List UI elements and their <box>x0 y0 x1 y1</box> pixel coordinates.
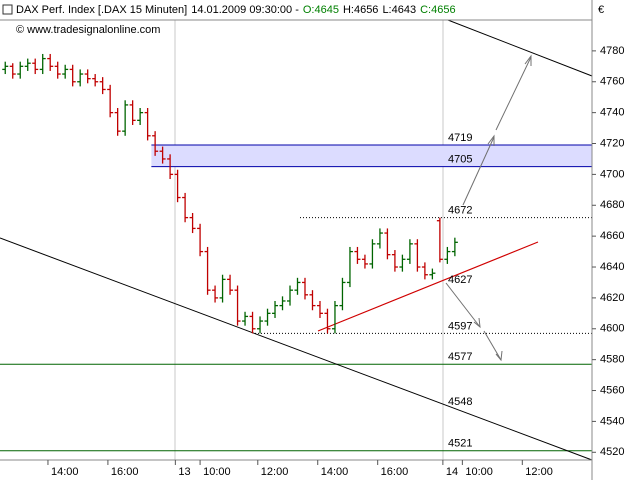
header-part: 14.01.2009 09:30:00 - <box>191 4 299 16</box>
band-layer <box>0 144 593 452</box>
x-tick-label: 12:00 <box>261 466 289 478</box>
arrow-head <box>495 350 503 362</box>
level-label: 4548 <box>448 396 472 408</box>
x-tick-label: 14:00 <box>51 466 79 478</box>
y-tick-label: 4620 <box>600 292 624 304</box>
x-tick-label: 16:00 <box>381 466 409 478</box>
y-tick-label: 4520 <box>600 446 624 458</box>
zone-band <box>151 145 593 167</box>
arrow <box>483 330 502 361</box>
y-tick-label: 4560 <box>600 384 624 396</box>
y-tick-label: 4680 <box>600 199 624 211</box>
y-tick-label: 4580 <box>600 354 624 366</box>
header-part: H:4656 <box>343 4 378 16</box>
trendline <box>0 237 593 461</box>
trendline <box>317 241 539 332</box>
header-part: DAX Perf. Index [.DAX 15 Minuten] <box>16 4 187 16</box>
arrow <box>462 136 495 206</box>
header-bg <box>0 0 592 20</box>
axes: 4520 4540 4560 4580 4600 4620 4640 4660 4680 4700… <box>47 45 624 478</box>
trendlines <box>0 14 593 461</box>
level-label: 4705 <box>448 154 472 166</box>
trendline <box>434 14 593 77</box>
level-label: 4521 <box>448 438 472 450</box>
currency: € <box>598 4 604 16</box>
y-tick-label: 4760 <box>600 76 624 88</box>
x-tick-label: 10:00 <box>465 466 493 478</box>
y-tick-label: 4720 <box>600 137 624 149</box>
y-tick-label: 4600 <box>600 323 624 335</box>
level-label: 4597 <box>448 320 472 332</box>
y-tick-label: 4700 <box>600 168 624 180</box>
arrows <box>445 54 532 362</box>
header-part: O:4645 <box>303 4 339 16</box>
level-label: 4627 <box>448 274 472 286</box>
level-labels: 4719 4705 4672 4627 4597 4577 4548 4521 <box>448 132 472 450</box>
x-tick-label: 10:00 <box>203 466 231 478</box>
y-tick-label: 4660 <box>600 230 624 242</box>
y-tick-label: 4540 <box>600 415 624 427</box>
arrow <box>495 56 532 131</box>
level-label: 4719 <box>448 132 472 144</box>
bars <box>2 53 458 334</box>
level-label: 4577 <box>448 351 472 363</box>
header-part: L:4643 <box>382 4 416 16</box>
x-tick-label: 14:00 <box>321 466 349 478</box>
header-icon <box>2 4 13 15</box>
level-label: 4672 <box>448 205 472 217</box>
arrow <box>445 282 481 328</box>
y-tick-label: 4640 <box>600 261 624 273</box>
y-tick-label: 4740 <box>600 107 624 119</box>
x-tick-label: 13 <box>178 466 190 478</box>
y-tick-label: 4780 <box>600 45 624 57</box>
header-text: DAX Perf. Index [.DAX 15 Minuten] 14.01.2… <box>16 4 456 16</box>
arrow-head <box>473 317 481 329</box>
x-tick-label: 16:00 <box>111 466 139 478</box>
header-part: C:4656 <box>420 4 455 16</box>
header: DAX Perf. Index [.DAX 15 Minuten] 14.01.2… <box>2 4 456 16</box>
arrow-head <box>487 134 495 146</box>
watermark: © www.tradesignalonline.com <box>16 24 160 36</box>
x-tick-label: 12:00 <box>525 466 553 478</box>
x-tick-label: 14 <box>446 466 458 478</box>
arrow-head <box>524 54 532 66</box>
